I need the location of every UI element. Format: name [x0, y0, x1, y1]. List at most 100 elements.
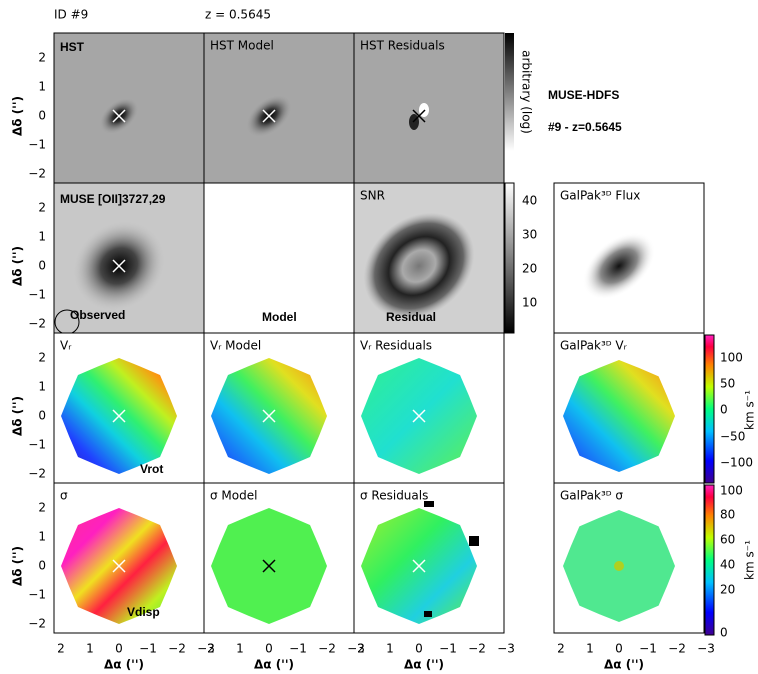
overlay-label: MUSE [OII]3727,29 — [60, 192, 166, 206]
colorbar-label: arbitrary (log) — [520, 50, 534, 134]
y-tick-label: 0 — [38, 409, 46, 423]
x-axis-title: Δα ('') — [104, 658, 144, 672]
map — [563, 360, 675, 472]
y-tick-label: −2 — [28, 167, 46, 181]
x-tick-label: −3 — [697, 642, 715, 656]
colorbar-tick-label: 20 — [522, 262, 537, 276]
colorbar-tick-label: −50 — [720, 430, 745, 444]
x-tick-label: −2 — [168, 642, 186, 656]
panel-title: Vᵣ Model — [210, 339, 261, 353]
y-tick-label: −1 — [28, 138, 46, 152]
overlay-label: Model — [262, 310, 297, 324]
panel-title: σ Model — [210, 489, 257, 503]
overlay-label: HST — [60, 40, 85, 54]
y-tick-label: 1 — [38, 230, 46, 244]
y-tick-label: −2 — [28, 317, 46, 331]
y-tick-label: 1 — [38, 80, 46, 94]
colorbar-tick-label: 100 — [720, 484, 743, 498]
map-region — [563, 360, 675, 472]
x-tick-label: 1 — [86, 642, 94, 656]
x-tick-label: 1 — [386, 642, 394, 656]
x-tick-label: −1 — [439, 642, 457, 656]
bad-pixel — [424, 611, 432, 617]
y-axis-title: Δδ ('') — [11, 96, 25, 136]
x-tick-label: 0 — [115, 642, 123, 656]
colorbar-tick-label: 30 — [522, 228, 537, 242]
colorbar — [505, 33, 514, 151]
colorbar-tick-label: 0 — [720, 626, 728, 640]
y-tick-label: 2 — [38, 201, 46, 215]
y-tick-label: 2 — [38, 51, 46, 65]
colorbar-tick-label: 50 — [720, 377, 735, 391]
panel-title: HST Residuals — [360, 39, 445, 53]
panel-title: σ Residuals — [360, 489, 428, 503]
overlay-label: Vrot — [140, 462, 163, 476]
colorbar-tick-label: 40 — [720, 558, 735, 572]
overlay-label: Vdisp — [127, 605, 160, 619]
colorbar — [705, 485, 714, 635]
x-tick-label: 1 — [586, 642, 594, 656]
colorbar-tick-label: 40 — [522, 194, 537, 208]
y-tick-label: 0 — [38, 259, 46, 273]
panel-title: GalPak³ᴰ Vᵣ — [560, 339, 628, 353]
figure: HST Model HST Residuals SNR GalPak³ᴰ Flux Vᵣ… — [0, 0, 758, 674]
x-tick-label: 2 — [357, 642, 365, 656]
y-axis-title: Δδ ('') — [11, 546, 25, 586]
overlay-label: Residual — [386, 310, 436, 324]
y-tick-label: 0 — [38, 109, 46, 123]
panel-title: σ — [60, 489, 68, 503]
y-tick-label: 1 — [38, 380, 46, 394]
colorbar-tick-label: 0 — [720, 403, 728, 417]
x-tick-label: −1 — [139, 642, 157, 656]
x-tick-label: −2 — [318, 642, 336, 656]
colorbar-tick-label: 10 — [522, 296, 537, 310]
colorbar-label: km s⁻¹ — [743, 390, 757, 430]
redshift: z = 0.5645 — [205, 8, 271, 22]
colorbar — [505, 183, 514, 333]
object-id: ID #9 — [54, 8, 88, 22]
x-axis-title: Δα ('') — [404, 658, 444, 672]
colorbar-tick-label: 20 — [720, 583, 735, 597]
panel-title: HST Model — [210, 39, 274, 53]
y-tick-label: 1 — [38, 530, 46, 544]
panel-bg — [354, 33, 504, 183]
y-tick-label: 0 — [38, 559, 46, 573]
panel-title: GalPak³ᴰ σ — [560, 489, 623, 503]
x-axis-title: Δα ('') — [604, 658, 644, 672]
colorbar-tick-label: 80 — [720, 508, 735, 522]
y-axis-title: Δδ ('') — [11, 246, 25, 286]
panel-title: GalPak³ᴰ Flux — [560, 189, 640, 203]
y-tick-label: 2 — [38, 501, 46, 515]
x-tick-label: 1 — [236, 642, 244, 656]
panel-title: Vᵣ — [60, 339, 72, 353]
y-tick-label: −1 — [28, 288, 46, 302]
y-tick-label: −1 — [28, 588, 46, 602]
colorbar-tick-label: −100 — [720, 456, 753, 470]
x-tick-label: 2 — [557, 642, 565, 656]
figure-title: #9 - z=0.5645 — [548, 120, 622, 134]
colorbar-label: km s⁻¹ — [743, 540, 757, 580]
colorbar-tick-label: 100 — [720, 351, 743, 365]
y-tick-label: −2 — [28, 617, 46, 631]
colorbar — [705, 335, 714, 483]
panel-title: Vᵣ Residuals — [360, 339, 432, 353]
x-tick-label: −1 — [639, 642, 657, 656]
y-tick-label: −1 — [28, 438, 46, 452]
x-tick-label: −2 — [468, 642, 486, 656]
x-tick-label: 0 — [265, 642, 273, 656]
x-tick-label: −2 — [668, 642, 686, 656]
bad-pixel — [469, 536, 479, 546]
panel-title: SNR — [360, 189, 385, 203]
colorbar-tick-label: 60 — [720, 533, 735, 547]
x-tick-label: −3 — [497, 642, 515, 656]
x-tick-label: 0 — [615, 642, 623, 656]
overlay-label: Observed — [70, 308, 125, 322]
figure-title: MUSE-HDFS — [548, 88, 619, 102]
x-tick-label: 2 — [57, 642, 65, 656]
center-spot — [614, 561, 624, 571]
x-tick-label: 2 — [207, 642, 215, 656]
y-tick-label: 2 — [38, 351, 46, 365]
x-tick-label: −1 — [289, 642, 307, 656]
x-axis-title: Δα ('') — [254, 658, 294, 672]
x-tick-label: 0 — [415, 642, 423, 656]
